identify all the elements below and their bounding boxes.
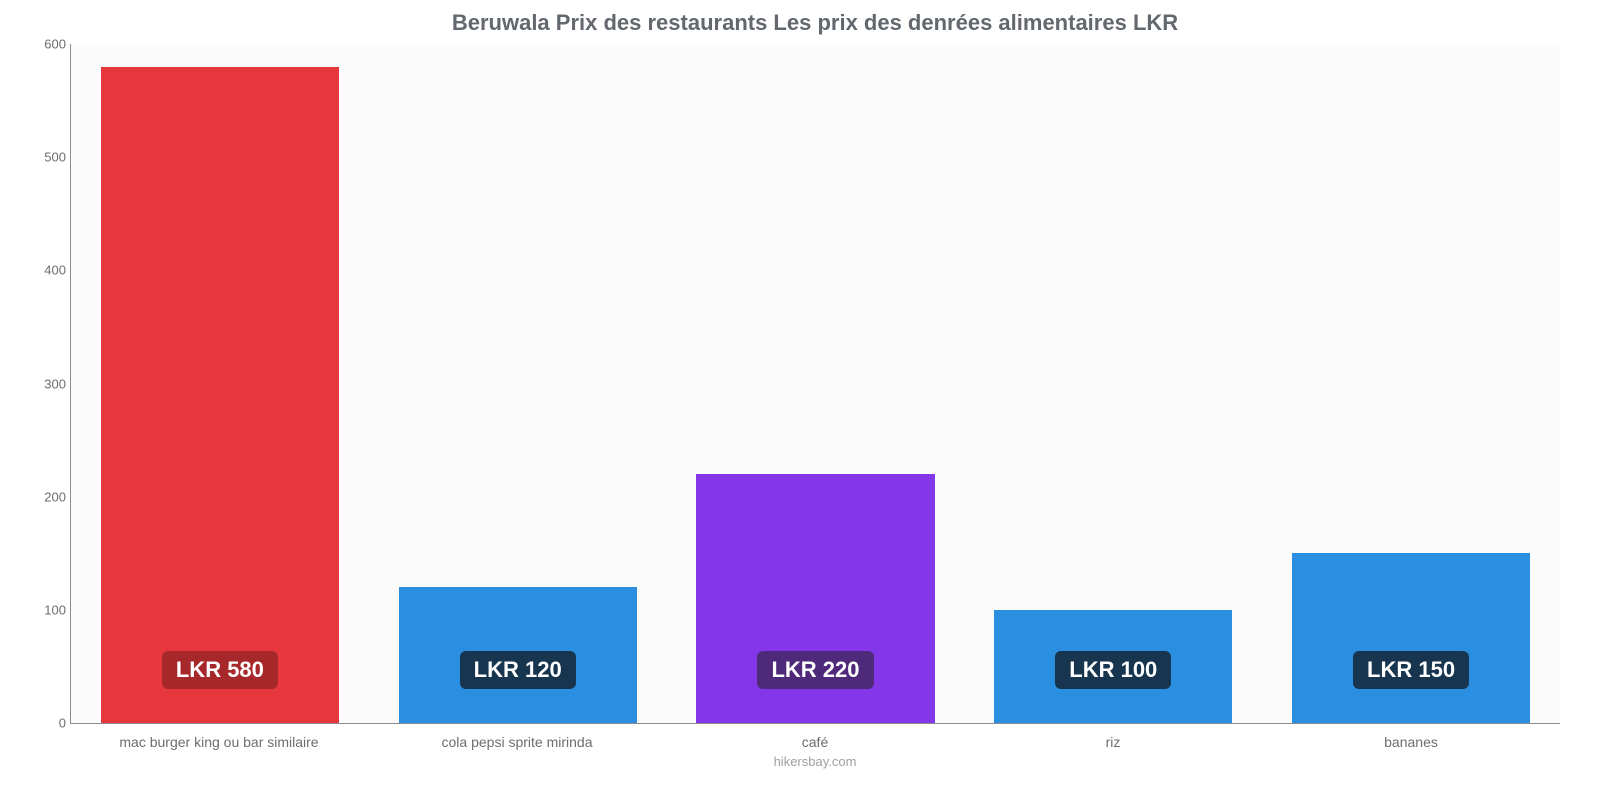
chart-container: Beruwala Prix des restaurants Les prix d… — [0, 0, 1600, 800]
bar-bananes: LKR 150 — [1292, 553, 1530, 723]
x-label-bananes: bananes — [1262, 734, 1560, 750]
x-label-cola: cola pepsi sprite mirinda — [368, 734, 666, 750]
bar-slot-cola: LKR 120 — [369, 44, 667, 723]
bar-value-riz: LKR 100 — [1055, 651, 1171, 689]
plot-area: LKR 580LKR 120LKR 220LKR 100LKR 150 0100… — [70, 44, 1560, 724]
x-axis-labels: mac burger king ou bar similairecola pep… — [70, 734, 1560, 750]
bar-slot-riz: LKR 100 — [964, 44, 1262, 723]
bar-value-mac: LKR 580 — [162, 651, 278, 689]
bar-value-cola: LKR 120 — [460, 651, 576, 689]
bar-value-bananes: LKR 150 — [1353, 651, 1469, 689]
source-label: hikersbay.com — [70, 754, 1560, 769]
y-axis-tick: 400 — [26, 263, 66, 278]
y-axis-tick: 300 — [26, 376, 66, 391]
y-axis-tick: 100 — [26, 602, 66, 617]
x-label-riz: riz — [964, 734, 1262, 750]
y-axis-tick: 0 — [26, 716, 66, 731]
bar-cola: LKR 120 — [399, 587, 637, 723]
chart-title: Beruwala Prix des restaurants Les prix d… — [70, 10, 1560, 36]
bar-slot-cafe: LKR 220 — [667, 44, 965, 723]
bar-riz: LKR 100 — [994, 610, 1232, 723]
y-axis-tick: 200 — [26, 489, 66, 504]
bar-slot-mac: LKR 580 — [71, 44, 369, 723]
bar-cafe: LKR 220 — [696, 474, 934, 723]
y-axis-tick: 500 — [26, 150, 66, 165]
y-axis-tick: 600 — [26, 37, 66, 52]
bar-mac: LKR 580 — [101, 67, 339, 723]
x-label-cafe: café — [666, 734, 964, 750]
bar-value-cafe: LKR 220 — [757, 651, 873, 689]
x-label-mac: mac burger king ou bar similaire — [70, 734, 368, 750]
bar-slot-bananes: LKR 150 — [1262, 44, 1560, 723]
bars-row: LKR 580 LKR 120 LKR 220 LKR 100 LKR 150 — [71, 44, 1560, 723]
